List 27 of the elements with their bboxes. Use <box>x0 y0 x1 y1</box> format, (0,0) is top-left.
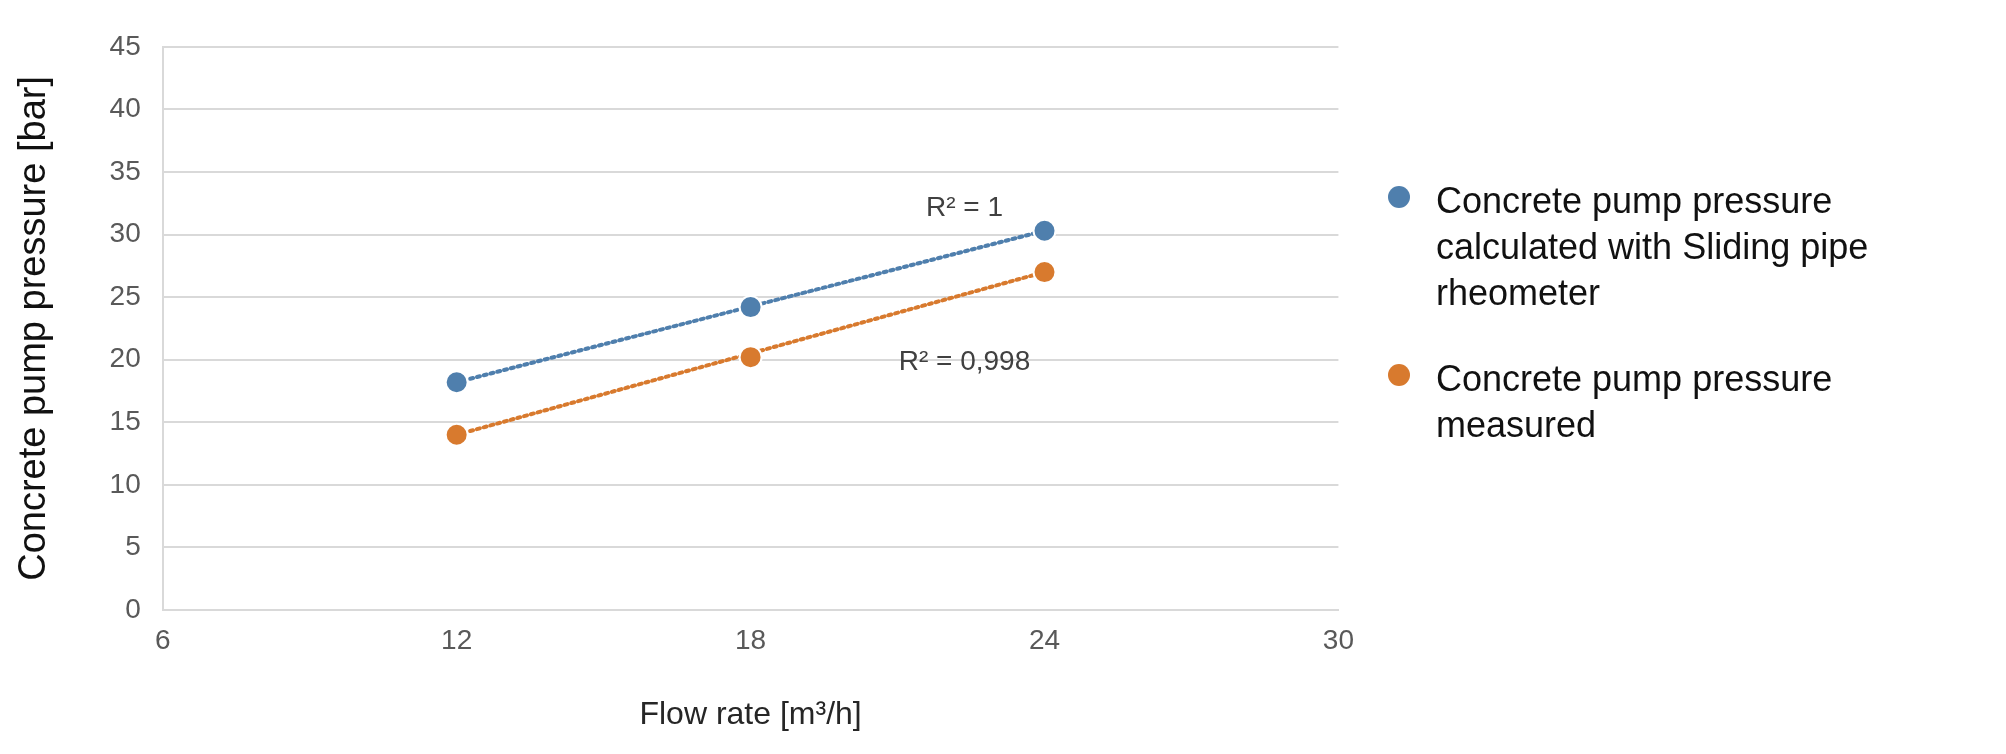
y-tick-label: 20 <box>109 342 141 374</box>
y-tick-label: 30 <box>109 217 141 249</box>
y-tick-label: 40 <box>109 92 141 124</box>
x-tick-label: 6 <box>154 623 171 655</box>
point <box>444 370 469 395</box>
y-tick-label: 35 <box>109 154 141 186</box>
legend-label: Concrete pump pressure calculated with Sliding pipe rheometer <box>1436 179 1870 315</box>
y-tick-label: 10 <box>109 467 141 499</box>
x-tick-label: 24 <box>1028 623 1061 655</box>
x-tick-label: 12 <box>441 623 473 655</box>
y-axis-title: Concrete pump pressure [bar] <box>11 75 54 581</box>
point <box>738 295 763 320</box>
x-tick-label: 30 <box>1322 623 1355 655</box>
point <box>1032 218 1057 243</box>
annotation: R² = 0,998 <box>898 344 1031 376</box>
y-tick-label: 45 <box>109 29 141 61</box>
y-tick-label: 15 <box>109 404 141 436</box>
point <box>738 345 763 370</box>
point <box>444 422 469 447</box>
annotation: R² = 1 <box>925 191 1004 223</box>
y-tick-label: 25 <box>109 279 141 311</box>
point <box>1032 260 1057 285</box>
y-tick-label: 5 <box>125 530 141 562</box>
x-tick-label: 18 <box>735 623 767 655</box>
y-tick-label: 0 <box>125 592 141 624</box>
legend-label: Concrete pump pressure measured <box>1436 357 1834 447</box>
x-axis-title: Flow rate [m³/h] <box>639 694 862 731</box>
